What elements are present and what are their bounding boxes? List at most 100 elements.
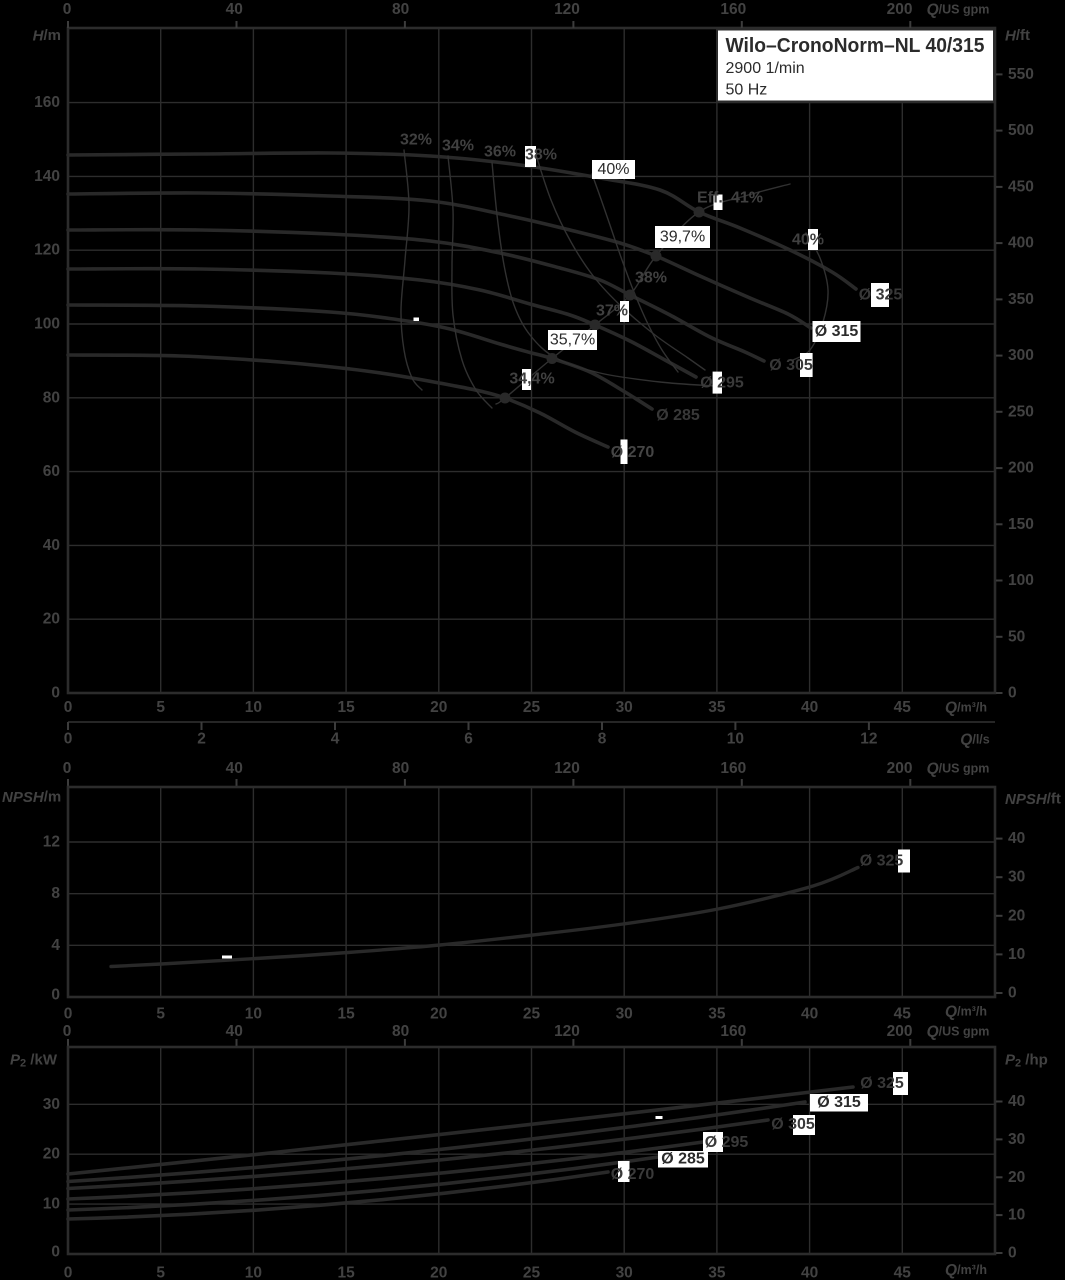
svg-text:12: 12 (860, 731, 877, 748)
svg-text:0: 0 (64, 1006, 73, 1023)
svg-text:Q/US gpm: Q/US gpm (927, 760, 990, 777)
svg-text:H/m: H/m (33, 27, 61, 44)
svg-text:20: 20 (430, 1006, 447, 1023)
svg-text:35: 35 (708, 699, 726, 716)
svg-text:Q/US gpm: Q/US gpm (927, 1, 990, 18)
svg-text:15: 15 (337, 699, 355, 716)
svg-text:Ø 270: Ø 270 (611, 1166, 655, 1183)
svg-text:Ø 295: Ø 295 (705, 1134, 749, 1151)
svg-text:45: 45 (894, 1006, 912, 1023)
svg-text:20: 20 (430, 1265, 447, 1280)
svg-text:45: 45 (894, 1265, 912, 1280)
svg-text:8: 8 (598, 731, 607, 748)
svg-text:10: 10 (43, 1196, 60, 1213)
svg-text:40: 40 (1008, 1093, 1025, 1110)
svg-text:2900 1/min: 2900 1/min (726, 60, 805, 77)
svg-text:34%: 34% (442, 138, 474, 155)
svg-text:Ø 325: Ø 325 (859, 287, 903, 304)
svg-text:100: 100 (1008, 572, 1034, 589)
svg-text:Ø 305: Ø 305 (769, 357, 813, 374)
svg-text:10: 10 (245, 1006, 262, 1023)
svg-text:550: 550 (1008, 66, 1034, 83)
svg-text:160: 160 (720, 1023, 746, 1040)
svg-text:34,4%: 34,4% (509, 371, 554, 388)
svg-text:0: 0 (63, 1023, 72, 1040)
svg-text:Q/m³/h: Q/m³/h (945, 699, 987, 716)
svg-text:15: 15 (337, 1265, 355, 1280)
svg-text:Ø 295: Ø 295 (700, 375, 744, 392)
svg-text:Wilo–CronoNorm–NL 40/315: Wilo–CronoNorm–NL 40/315 (726, 35, 985, 57)
svg-text:20: 20 (1008, 1169, 1025, 1186)
svg-text:6: 6 (464, 731, 473, 748)
svg-text:40: 40 (801, 1265, 818, 1280)
svg-text:0: 0 (1008, 985, 1017, 1002)
svg-text:P2 /hp: P2 /hp (1005, 1051, 1048, 1070)
svg-text:10: 10 (245, 1265, 262, 1280)
svg-text:200: 200 (887, 1023, 913, 1040)
svg-text:12: 12 (43, 834, 60, 851)
svg-text:0: 0 (64, 731, 73, 748)
svg-text:0: 0 (51, 987, 60, 1004)
svg-text:120: 120 (34, 242, 60, 259)
svg-text:Ø 325: Ø 325 (860, 853, 904, 870)
svg-text:200: 200 (887, 1, 913, 18)
svg-text:Ø 305: Ø 305 (771, 1116, 815, 1133)
svg-text:5: 5 (156, 699, 165, 716)
svg-text:120: 120 (554, 1, 580, 18)
svg-text:30: 30 (616, 1265, 633, 1280)
svg-text:8: 8 (51, 885, 60, 902)
svg-text:140: 140 (34, 168, 60, 185)
svg-text:Q/l/s: Q/l/s (960, 731, 989, 748)
svg-text:0: 0 (64, 699, 73, 716)
svg-text:40: 40 (226, 1, 243, 18)
svg-text:450: 450 (1008, 178, 1034, 195)
svg-text:0: 0 (1008, 685, 1017, 702)
svg-text:5: 5 (156, 1006, 165, 1023)
svg-text:0: 0 (51, 685, 60, 702)
svg-text:40: 40 (226, 760, 243, 777)
svg-text:80: 80 (43, 389, 60, 406)
svg-text:350: 350 (1008, 291, 1034, 308)
svg-text:80: 80 (392, 1, 409, 18)
svg-text:400: 400 (1008, 235, 1034, 252)
svg-text:200: 200 (887, 760, 913, 777)
svg-text:Ø 315: Ø 315 (817, 1094, 861, 1111)
svg-text:10: 10 (727, 731, 744, 748)
svg-text:2: 2 (197, 731, 206, 748)
svg-text:25: 25 (523, 1006, 541, 1023)
svg-text:NPSH/m: NPSH/m (2, 789, 61, 806)
svg-text:50: 50 (1008, 628, 1025, 645)
svg-text:0: 0 (64, 1265, 73, 1280)
svg-text:35: 35 (708, 1006, 726, 1023)
svg-text:150: 150 (1008, 516, 1034, 533)
svg-text:20: 20 (43, 1146, 60, 1163)
svg-text:120: 120 (554, 1023, 580, 1040)
svg-text:40: 40 (1008, 830, 1025, 847)
svg-text:45: 45 (894, 699, 912, 716)
svg-text:5: 5 (156, 1265, 165, 1280)
svg-text:38%: 38% (525, 147, 557, 164)
svg-text:35,7%: 35,7% (550, 332, 595, 349)
svg-text:20: 20 (430, 699, 447, 716)
svg-text:4: 4 (331, 731, 340, 748)
svg-text:50 Hz: 50 Hz (726, 82, 768, 99)
svg-text:30: 30 (616, 1006, 633, 1023)
svg-text:300: 300 (1008, 347, 1034, 364)
svg-text:40: 40 (801, 699, 818, 716)
svg-text:160: 160 (34, 94, 60, 111)
svg-text:160: 160 (720, 1, 746, 18)
svg-text:Q/US gpm: Q/US gpm (927, 1023, 990, 1040)
svg-text:10: 10 (1008, 946, 1025, 963)
svg-text:80: 80 (392, 760, 409, 777)
svg-text:500: 500 (1008, 122, 1034, 139)
svg-text:0: 0 (63, 1, 72, 18)
svg-text:NPSH/ft: NPSH/ft (1005, 791, 1061, 808)
svg-text:4: 4 (51, 937, 60, 954)
svg-text:40%: 40% (597, 161, 629, 178)
svg-text:40: 40 (801, 1006, 818, 1023)
svg-text:40: 40 (43, 537, 60, 554)
svg-text:0: 0 (1008, 1245, 1017, 1262)
svg-text:H/ft: H/ft (1005, 27, 1030, 44)
svg-text:39,7%: 39,7% (660, 229, 705, 246)
svg-text:35: 35 (708, 1265, 726, 1280)
